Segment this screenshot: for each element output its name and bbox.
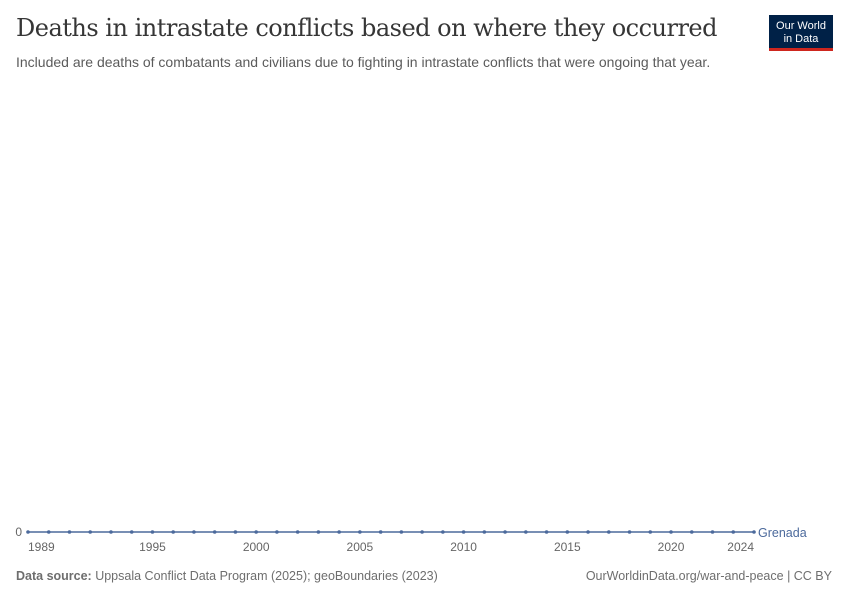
data-source-text[interactable]: Uppsala Conflict Data Program (2025); ge… — [91, 569, 438, 583]
data-point — [503, 530, 507, 534]
x-tick-label: 2010 — [450, 540, 477, 554]
x-tick-label: 2000 — [243, 540, 270, 554]
x-tick-label: 1989 — [28, 540, 55, 554]
data-point — [627, 530, 632, 534]
credit-link[interactable]: OurWorldinData.org/war-and-peace | CC BY — [585, 569, 832, 583]
data-point — [26, 530, 30, 534]
data-point — [378, 530, 383, 534]
data-point — [192, 530, 196, 534]
data-point — [565, 530, 570, 534]
data-source-label: Data source: — [16, 569, 92, 583]
data-point — [482, 530, 487, 534]
data-point — [129, 530, 134, 534]
logo-line-2: in Data — [783, 32, 819, 45]
data-point — [233, 530, 238, 534]
owid-logo[interactable]: Our World in Data — [769, 15, 833, 51]
data-point — [109, 530, 113, 534]
chart-title: Deaths in intrastate conflicts based on … — [16, 14, 718, 42]
data-point — [275, 530, 279, 534]
data-point — [524, 530, 528, 534]
data-point — [420, 530, 424, 534]
chart-subtitle: Included are deaths of combatants and ci… — [16, 54, 711, 70]
data-point — [254, 530, 258, 534]
x-tick-label: 2020 — [658, 540, 685, 554]
data-point — [648, 530, 653, 534]
data-point — [212, 530, 217, 534]
data-point — [710, 530, 715, 534]
x-tick-label: 1995 — [139, 540, 166, 554]
data-point — [586, 530, 590, 534]
data-point — [46, 530, 51, 534]
data-source: Data source: Uppsala Conflict Data Progr… — [16, 569, 438, 583]
logo-line-1: Our World — [776, 19, 826, 32]
x-tick-label: 2024 — [727, 540, 754, 554]
data-point — [731, 530, 736, 534]
data-point — [399, 530, 404, 534]
data-point — [689, 530, 694, 534]
data-point — [441, 530, 445, 534]
data-point — [67, 530, 72, 534]
series-label: Grenada — [758, 526, 807, 540]
data-point — [461, 530, 466, 534]
data-point — [752, 530, 756, 534]
data-point — [88, 530, 93, 534]
y-tick-label: 0 — [15, 525, 22, 539]
data-point — [669, 530, 673, 534]
x-tick-label: 2015 — [554, 540, 581, 554]
data-point — [337, 530, 341, 534]
data-point — [171, 530, 175, 534]
data-point — [358, 530, 362, 534]
data-point — [150, 530, 155, 534]
data-point — [295, 530, 300, 534]
data-point — [607, 530, 611, 534]
data-point — [316, 530, 321, 534]
x-tick-label: 2005 — [347, 540, 374, 554]
data-point — [544, 530, 549, 534]
